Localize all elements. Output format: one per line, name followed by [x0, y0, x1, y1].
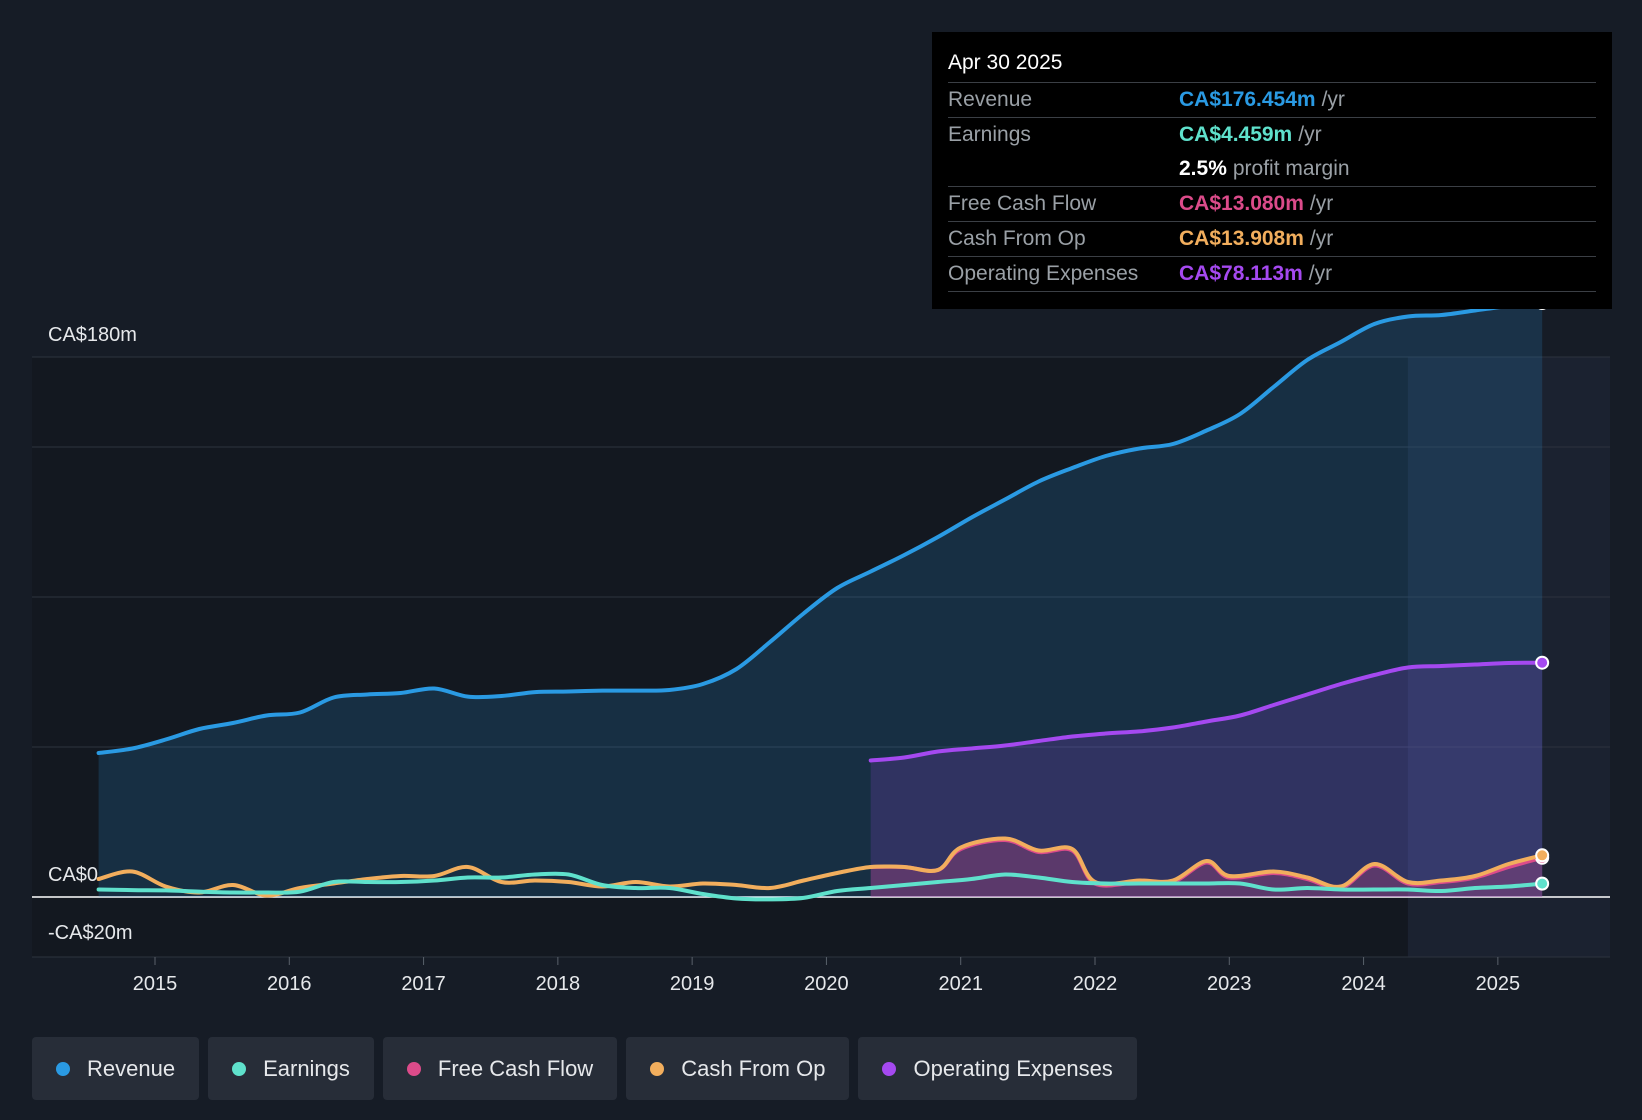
tooltip-unit: /yr: [1308, 262, 1333, 285]
highlight-region: [1407, 357, 1610, 957]
x-tick-label: 2023: [1207, 973, 1252, 995]
y-axis-label: CA$180m: [48, 324, 137, 346]
tooltip-label: Cash From Op: [948, 227, 1086, 250]
legend-item-operating-expenses[interactable]: Operating Expenses: [858, 1037, 1137, 1100]
tooltip-value: CA$4.459m: [1179, 123, 1293, 146]
tooltip-value: CA$176.454m: [1179, 88, 1316, 111]
tooltip-unit: /yr: [1321, 88, 1345, 111]
chart-legend: Revenue Earnings Free Cash Flow Cash Fro…: [32, 1037, 1137, 1100]
x-tick-label: 2017: [401, 973, 446, 995]
legend-item-free-cash-flow[interactable]: Free Cash Flow: [382, 1037, 618, 1100]
legend-dot-icon: [232, 1061, 247, 1076]
cash-from-op-end-point: [1535, 848, 1550, 863]
tooltip-label: Earnings: [948, 123, 1031, 146]
x-tick-label: 2024: [1341, 973, 1386, 995]
tooltip-label: [948, 152, 1179, 186]
tooltip-label: Free Cash Flow: [948, 192, 1097, 215]
tooltip-label: Revenue: [948, 88, 1033, 111]
tooltip-unit: /yr: [1309, 192, 1334, 215]
x-tick-label: 2015: [133, 973, 178, 995]
y-axis-label: CA$0: [48, 864, 98, 886]
tooltip-row-profit-margin: 2.5% profit margin: [948, 152, 1596, 187]
legend-dot-icon: [882, 1061, 897, 1076]
data-tooltip: Apr 30 2025 Revenue CA$176.454m/yr Earni…: [932, 32, 1612, 309]
legend-item-revenue[interactable]: Revenue: [32, 1037, 200, 1100]
tooltip-value: 2.5%: [1179, 157, 1227, 180]
free-cash-flow-area: [870, 839, 1543, 897]
x-tick-label: 2022: [1073, 973, 1118, 995]
tooltip-date: Apr 30 2025: [948, 44, 1596, 83]
plot-background: [32, 357, 1610, 957]
legend-item-earnings[interactable]: Earnings: [208, 1037, 374, 1100]
legend-label: Free Cash Flow: [437, 1055, 594, 1081]
tooltip-unit: /yr: [1298, 123, 1322, 146]
x-tick-label: 2021: [938, 973, 983, 995]
tooltip-row-revenue: Revenue CA$176.454m/yr: [948, 83, 1596, 118]
earnings-end-point: [1535, 876, 1550, 891]
legend-label: Operating Expenses: [913, 1055, 1113, 1081]
legend-dot-icon: [56, 1061, 70, 1076]
tooltip-value: CA$13.080m: [1179, 192, 1304, 215]
x-tick-label: 2025: [1476, 973, 1521, 995]
tooltip-unit: /yr: [1309, 227, 1334, 250]
tooltip-row-operating-expenses: Operating Expenses CA$78.113m/yr: [948, 257, 1596, 292]
operating-expenses-area: [870, 662, 1543, 897]
y-axis-label: -CA$20m: [48, 922, 132, 944]
x-tick-label: 2016: [267, 973, 312, 995]
tooltip-unit: profit margin: [1232, 157, 1350, 180]
earnings-line: [96, 871, 1545, 902]
x-tick-label: 2019: [670, 973, 715, 995]
x-tick-label: 2018: [536, 973, 581, 995]
operating-expenses-end-point: [1535, 655, 1550, 670]
tooltip-row-earnings: Earnings CA$4.459m/yr: [948, 118, 1596, 152]
tooltip-row-free-cash-flow: Free Cash Flow CA$13.080m/yr: [948, 187, 1596, 222]
legend-label: Earnings: [263, 1055, 350, 1081]
legend-dot-icon: [650, 1061, 665, 1076]
revenue-line: [96, 301, 1545, 755]
operating-expenses-line: [868, 660, 1545, 763]
legend-label: Cash From Op: [681, 1055, 826, 1081]
legend-item-cash-from-op[interactable]: Cash From Op: [626, 1037, 850, 1100]
tooltip-value: CA$78.113m: [1179, 262, 1303, 285]
legend-label: Revenue: [87, 1055, 176, 1081]
tooltip-value: CA$13.908m: [1179, 227, 1304, 250]
x-tick-label: 2020: [804, 973, 849, 995]
legend-dot-icon: [406, 1061, 421, 1076]
tooltip-row-cash-from-op: Cash From Op CA$13.908m/yr: [948, 222, 1596, 257]
tooltip-label: Operating Expenses: [948, 262, 1139, 285]
